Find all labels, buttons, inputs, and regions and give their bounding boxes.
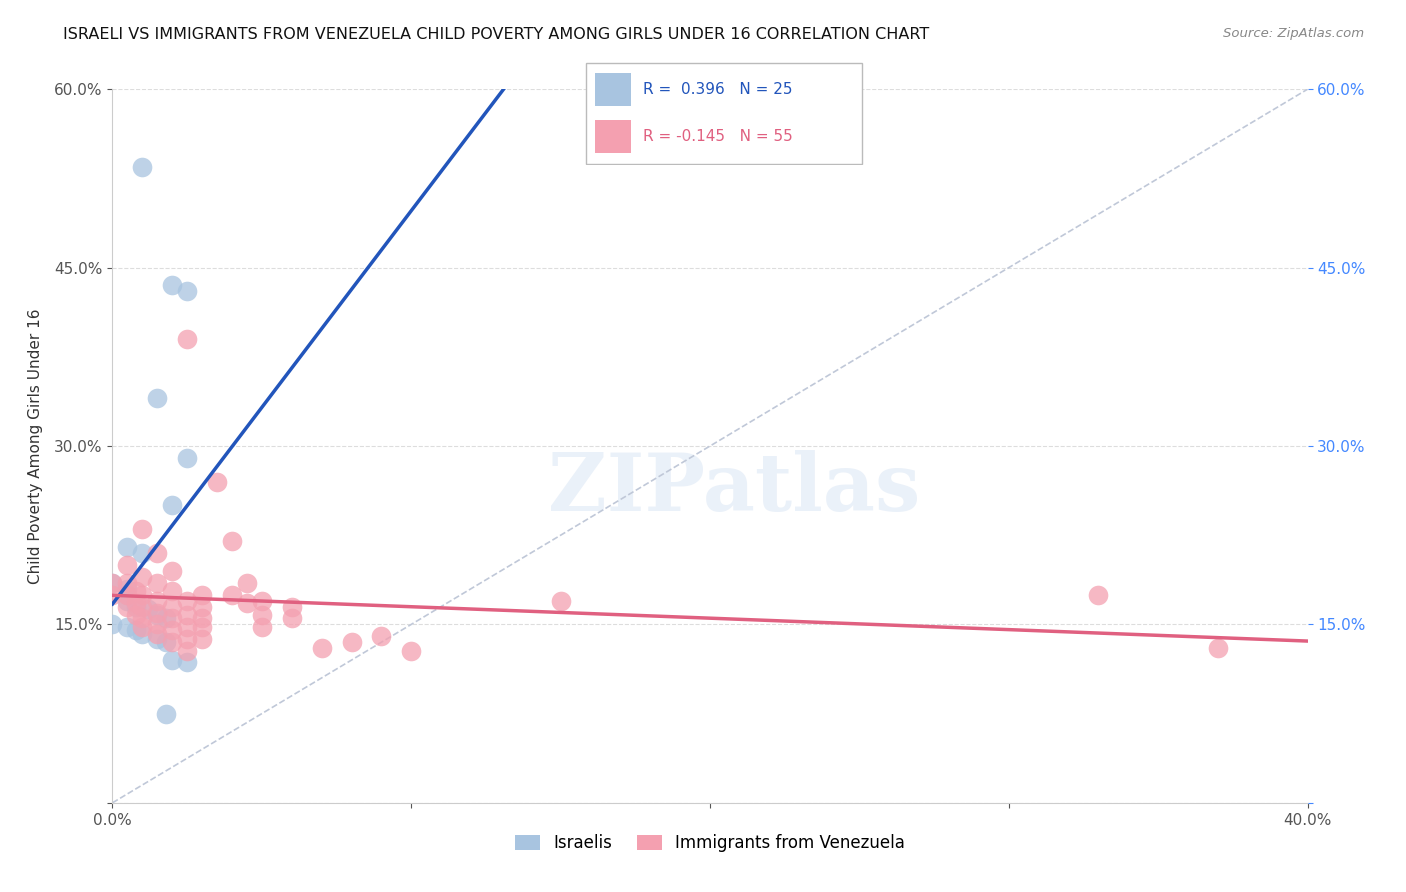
Point: [131, 546, 153, 560]
Point: [162, 624, 183, 638]
Point: [117, 588, 139, 602]
Point: [236, 596, 259, 610]
Point: [117, 558, 139, 572]
Point: [101, 588, 124, 602]
Point: [176, 643, 198, 657]
Point: [117, 582, 139, 596]
Legend: Israelis, Immigrants from Venezuela: Israelis, Immigrants from Venezuela: [508, 828, 912, 859]
Point: [131, 570, 153, 584]
Point: [117, 620, 139, 634]
Point: [176, 332, 198, 346]
Point: [176, 620, 198, 634]
Point: [162, 564, 183, 578]
Point: [162, 653, 183, 667]
Point: [155, 635, 177, 649]
Point: [281, 599, 304, 614]
Y-axis label: Child Poverty Among Girls Under 16: Child Poverty Among Girls Under 16: [28, 309, 44, 583]
Point: [146, 593, 169, 607]
Point: [125, 624, 148, 638]
Point: [146, 607, 169, 622]
Point: [125, 607, 148, 622]
Point: [117, 540, 139, 554]
Point: [146, 546, 169, 560]
Point: [176, 285, 198, 299]
Point: [221, 534, 243, 549]
Point: [117, 599, 139, 614]
Point: [146, 617, 169, 632]
Point: [311, 641, 333, 656]
Point: [155, 611, 177, 625]
Point: [101, 617, 124, 632]
Point: [117, 588, 139, 602]
Point: [162, 278, 183, 293]
Point: [176, 593, 198, 607]
Point: [131, 588, 153, 602]
Point: [155, 706, 177, 721]
Point: [191, 599, 214, 614]
Point: [125, 584, 148, 599]
Text: Source: ZipAtlas.com: Source: ZipAtlas.com: [1223, 27, 1364, 40]
Point: [146, 606, 169, 620]
Point: [340, 635, 363, 649]
Point: [138, 602, 160, 616]
Point: [101, 575, 124, 590]
Point: [205, 475, 228, 489]
Point: [191, 588, 214, 602]
Point: [550, 593, 572, 607]
Point: [281, 611, 304, 625]
Point: [250, 607, 273, 622]
FancyBboxPatch shape: [586, 63, 862, 164]
Point: [146, 392, 169, 406]
Point: [176, 656, 198, 670]
Point: [176, 450, 198, 465]
Bar: [595, 73, 631, 105]
Point: [221, 588, 243, 602]
Point: [125, 599, 148, 614]
Point: [125, 596, 148, 610]
Point: [131, 627, 153, 641]
Text: R =  0.396   N = 25: R = 0.396 N = 25: [643, 81, 792, 96]
Point: [1087, 588, 1109, 602]
Point: [162, 499, 183, 513]
Point: [162, 635, 183, 649]
Text: ISRAELI VS IMMIGRANTS FROM VENEZUELA CHILD POVERTY AMONG GIRLS UNDER 16 CORRELAT: ISRAELI VS IMMIGRANTS FROM VENEZUELA CHI…: [63, 27, 929, 42]
Point: [370, 629, 392, 643]
Point: [117, 593, 139, 607]
Point: [162, 611, 183, 625]
Point: [131, 599, 153, 614]
Bar: [595, 120, 631, 153]
Point: [146, 575, 169, 590]
Point: [131, 522, 153, 536]
Point: [162, 584, 183, 599]
Text: ZIPatlas: ZIPatlas: [548, 450, 920, 528]
Point: [146, 627, 169, 641]
Point: [250, 620, 273, 634]
Point: [250, 593, 273, 607]
Point: [131, 160, 153, 174]
Point: [191, 632, 214, 646]
Point: [117, 575, 139, 590]
Point: [176, 607, 198, 622]
Point: [191, 620, 214, 634]
Point: [1206, 641, 1229, 656]
Point: [146, 632, 169, 646]
Point: [131, 620, 153, 634]
Text: R = -0.145   N = 55: R = -0.145 N = 55: [643, 128, 793, 144]
Point: [401, 643, 423, 657]
Point: [101, 575, 124, 590]
Point: [131, 611, 153, 625]
Point: [162, 599, 183, 614]
Point: [176, 632, 198, 646]
Point: [191, 611, 214, 625]
Point: [236, 575, 259, 590]
